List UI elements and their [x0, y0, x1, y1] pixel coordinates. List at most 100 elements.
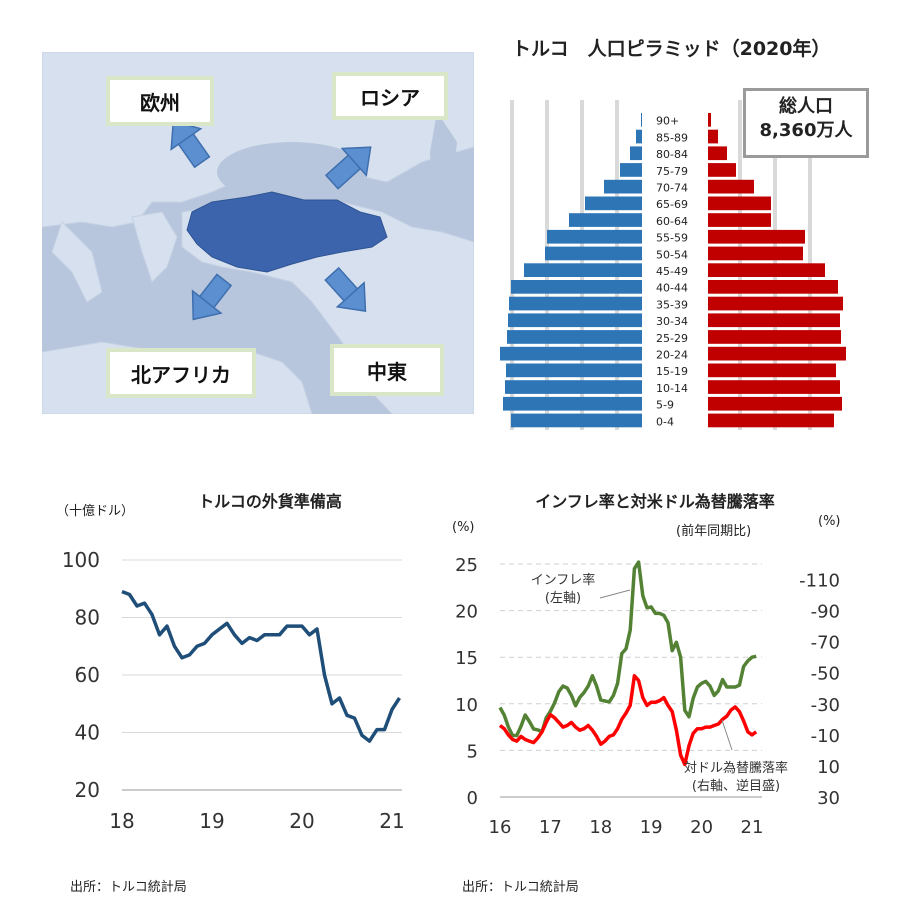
region-map: 欧州 ロシア 北アフリカ 中東 [42, 52, 474, 414]
inflation-annotation-axis: (左軸) [545, 591, 581, 606]
turkey-shape [186, 191, 388, 273]
age-group-label: 60-64 [656, 215, 688, 228]
female-bar [708, 179, 754, 194]
inflation-x-tick: 18 [589, 817, 612, 838]
inflation-title: インフレ率と対米ドル為替騰落率 [535, 492, 775, 511]
right-y-tick: -110 [799, 571, 840, 592]
inflation-x-tick: 17 [539, 817, 562, 838]
reserves-y-tick: 20 [75, 778, 100, 802]
arrow-north-africa [191, 273, 233, 321]
total-population-label: 総人口 [779, 96, 833, 117]
male-bar [500, 346, 642, 361]
female-bar [708, 396, 842, 411]
male-bar [509, 296, 642, 311]
population-pyramid: 0-4 5-9 10-14 15-19 20-24 25-29 30-34 35-39 40-4… [500, 100, 846, 430]
reserves-x-tick: 20 [289, 809, 314, 833]
reserves-chart: 20 40 60 80 100 18 19 20 21 [62, 548, 405, 833]
right-y-tick: -90 [811, 602, 840, 623]
reserves-y-tick: 100 [62, 548, 100, 572]
age-group-label: 80-84 [656, 148, 688, 161]
inflation-source: 出所：トルコ統計局 [462, 880, 579, 895]
reserves-line [121, 589, 401, 743]
female-bar [708, 313, 840, 328]
male-bar [604, 179, 642, 194]
total-population-box: 総人口 8,360万人 [743, 88, 869, 158]
right-y-tick: -50 [811, 664, 840, 685]
land-italy [51, 221, 103, 303]
age-group-label: 30-34 [656, 315, 688, 328]
age-group-label: 85-89 [656, 131, 688, 144]
female-bar [708, 380, 840, 394]
left-y-tick: 20 [455, 602, 478, 623]
female-bar [708, 146, 727, 161]
female-bar [708, 213, 771, 227]
male-bar [641, 113, 642, 127]
right-y-tick: -30 [811, 695, 840, 716]
age-group-label: 70-74 [656, 182, 688, 195]
right-y-tick: 10 [817, 757, 840, 778]
fx-annotation: 対ドル為替騰落率 [684, 760, 788, 776]
label-north-africa: 北アフリカ [106, 348, 256, 398]
fx-line [498, 674, 758, 767]
female-bar [708, 280, 838, 294]
inflation-annotation: インフレ率 [531, 572, 596, 588]
inflation-annotation-leader [599, 589, 631, 599]
male-bar [511, 413, 642, 428]
right-y-tick: 30 [817, 788, 840, 809]
age-group-label: 15-19 [656, 365, 688, 378]
right-y-tick: -70 [811, 633, 840, 654]
label-middle-east: 中東 [330, 344, 444, 396]
left-y-tick: 25 [455, 555, 478, 576]
female-bar [708, 113, 711, 127]
left-y-tick: 10 [455, 695, 478, 716]
male-bar [511, 280, 642, 294]
male-bar [507, 330, 642, 344]
male-bar [620, 163, 642, 177]
age-group-label: 20-24 [656, 349, 688, 362]
male-bar [569, 213, 642, 227]
reserves-x-tick: 18 [109, 809, 134, 833]
male-bar [585, 196, 642, 211]
inflation-x-tick: 19 [640, 817, 663, 838]
age-group-label: 0-4 [656, 415, 674, 428]
female-bar [708, 163, 736, 177]
age-group-label: 55-59 [656, 232, 688, 245]
age-group-label: 25-29 [656, 332, 688, 345]
total-population-value: 8,360万人 [759, 120, 853, 141]
male-bar [505, 380, 642, 394]
fx-annotation-leader [721, 719, 733, 751]
female-bar [708, 363, 836, 378]
age-group-label: 65-69 [656, 198, 688, 211]
inflation-x-tick: 21 [741, 817, 764, 838]
left-y-tick: 5 [467, 741, 478, 762]
label-europe: 欧州 [106, 76, 214, 126]
age-group-label: 90+ [656, 115, 679, 128]
right-y-tick: -10 [811, 726, 840, 747]
male-bar [630, 146, 642, 161]
right-axis-note: (前年同期比) [676, 524, 752, 539]
arrow-middle-east [324, 266, 367, 313]
male-bar [503, 396, 642, 411]
reserves-unit: （十億ドル） [56, 504, 135, 519]
reserves-y-tick: 40 [75, 721, 100, 745]
age-group-label: 45-49 [656, 265, 688, 278]
arrow-russia [324, 146, 372, 190]
reserves-x-tick: 21 [379, 809, 404, 833]
label-russia: ロシア [332, 72, 448, 120]
reserves-source: 出所：トルコ統計局 [70, 880, 187, 895]
female-bar [708, 129, 718, 144]
reserves-title: トルコの外貨準備高 [198, 492, 342, 511]
land-greece [131, 211, 178, 283]
age-group-label: 5-9 [656, 399, 674, 412]
male-bar [508, 313, 642, 328]
male-bar [545, 246, 642, 261]
female-bar [708, 263, 825, 277]
female-bar [708, 346, 846, 361]
left-axis-unit: (%) [452, 520, 475, 535]
male-bar [506, 363, 642, 378]
inflation-x-tick: 16 [489, 817, 512, 838]
male-bar [636, 129, 642, 144]
fx-annotation-axis: (右軸、逆目盛) [692, 778, 780, 794]
inflation-x-tick: 20 [690, 817, 713, 838]
male-bar [524, 263, 642, 277]
